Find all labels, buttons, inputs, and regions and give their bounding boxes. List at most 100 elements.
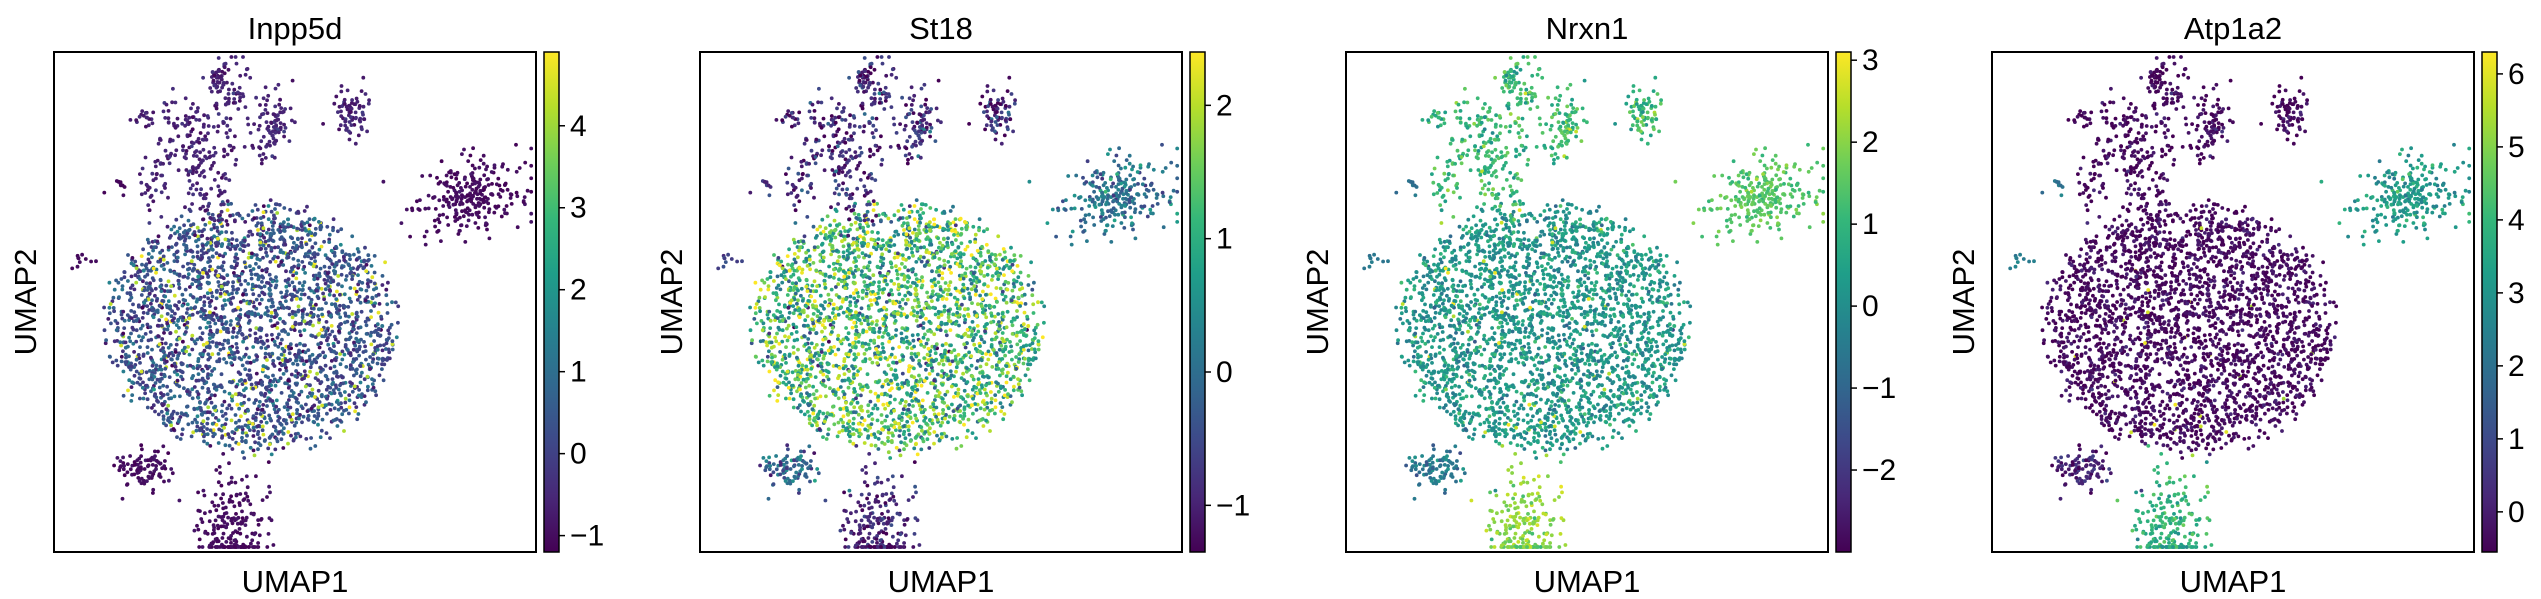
- data-point: [149, 355, 153, 360]
- data-point: [129, 385, 134, 389]
- data-point: [418, 198, 422, 203]
- data-point: [323, 363, 328, 368]
- data-point: [214, 422, 219, 427]
- data-point: [372, 304, 376, 308]
- data-point: [262, 341, 266, 346]
- data-point: [357, 353, 361, 358]
- data-point: [125, 470, 130, 475]
- data-point: [183, 237, 188, 241]
- data-point: [322, 297, 326, 302]
- data-point: [927, 446, 932, 450]
- data-point: [267, 272, 272, 277]
- data-point: [956, 387, 961, 392]
- data-point: [351, 320, 355, 324]
- data-point: [334, 400, 339, 404]
- data-point: [146, 257, 151, 262]
- data-point: [325, 278, 330, 283]
- data-point: [216, 170, 221, 175]
- data-point: [244, 335, 249, 340]
- data-point: [259, 339, 264, 344]
- data-point: [138, 466, 143, 471]
- data-point: [154, 464, 159, 468]
- data-point: [183, 114, 188, 118]
- data-point: [151, 278, 156, 283]
- data-point: [253, 331, 258, 336]
- data-point: [381, 179, 386, 184]
- data-point: [190, 347, 195, 352]
- data-point: [243, 423, 248, 428]
- data-point: [159, 173, 164, 178]
- data-point: [310, 387, 315, 392]
- data-point: [280, 346, 285, 351]
- data-point: [170, 245, 174, 250]
- data-point: [188, 285, 192, 289]
- data-point: [367, 98, 371, 103]
- data-point: [753, 305, 758, 310]
- data-point: [267, 516, 272, 520]
- data-point: [376, 292, 381, 297]
- data-point: [195, 181, 200, 186]
- data-point: [236, 442, 241, 446]
- data-point: [818, 370, 823, 374]
- data-point: [140, 316, 145, 320]
- data-point: [335, 289, 339, 294]
- data-point: [128, 339, 133, 344]
- data-point: [227, 355, 232, 360]
- data-point: [358, 263, 363, 268]
- data-point: [375, 344, 380, 349]
- data-point: [331, 279, 336, 284]
- data-point: [290, 78, 295, 83]
- data-point: [281, 250, 286, 255]
- data-point: [347, 296, 352, 301]
- data-point: [464, 224, 469, 229]
- data-point: [359, 89, 364, 93]
- data-point: [272, 112, 277, 117]
- data-point: [119, 354, 124, 359]
- data-point: [278, 421, 283, 426]
- data-point: [187, 115, 192, 120]
- data-point: [247, 355, 252, 360]
- data-point: [316, 353, 321, 358]
- data-point: [177, 300, 182, 304]
- data-point: [121, 193, 126, 198]
- data-point: [336, 340, 341, 345]
- data-point: [270, 224, 275, 228]
- data-point: [226, 67, 231, 72]
- data-point: [286, 430, 291, 434]
- data-point: [161, 109, 166, 114]
- data-point: [238, 328, 242, 333]
- data-point: [200, 233, 205, 238]
- data-point: [153, 449, 157, 454]
- data-point: [996, 389, 1001, 394]
- data-point: [885, 271, 890, 276]
- data-point: [362, 377, 367, 382]
- data-point: [994, 363, 999, 367]
- data-point: [984, 303, 988, 308]
- panels-group: Inpp5dUMAP1UMAP2−101234St18UMAP1UMAP2−10…: [8, 11, 2525, 599]
- data-point: [758, 287, 763, 292]
- data-point: [206, 124, 211, 128]
- data-point: [145, 397, 150, 402]
- data-point: [229, 518, 234, 523]
- data-point: [875, 319, 879, 323]
- data-point: [240, 439, 245, 443]
- data-point: [144, 182, 149, 187]
- data-point: [315, 282, 320, 287]
- data-point: [128, 118, 133, 122]
- data-point: [165, 312, 170, 316]
- data-point: [266, 227, 271, 232]
- data-point: [830, 311, 835, 315]
- data-point: [212, 145, 217, 150]
- data-point: [482, 205, 487, 210]
- data-point: [936, 315, 941, 320]
- data-point: [128, 367, 133, 372]
- data-point: [298, 372, 303, 377]
- data-point: [162, 372, 167, 377]
- data-point: [231, 326, 236, 331]
- data-point: [451, 202, 456, 207]
- data-point: [867, 306, 871, 311]
- data-point: [294, 243, 299, 248]
- data-point: [218, 545, 222, 549]
- data-point: [253, 313, 258, 318]
- data-point: [275, 335, 280, 340]
